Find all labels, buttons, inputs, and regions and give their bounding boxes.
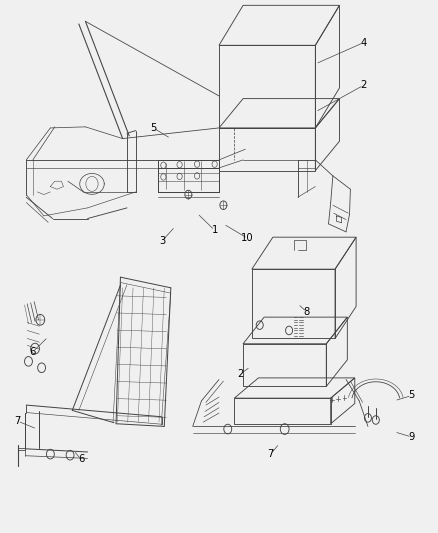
Text: 3: 3 xyxy=(159,236,165,246)
Text: 2: 2 xyxy=(237,369,243,379)
Text: 6: 6 xyxy=(30,347,36,357)
Text: 8: 8 xyxy=(304,307,310,317)
Text: 4: 4 xyxy=(360,38,367,47)
Text: 10: 10 xyxy=(241,233,254,243)
Text: 5: 5 xyxy=(150,123,156,133)
Text: 2: 2 xyxy=(360,80,367,90)
Text: 5: 5 xyxy=(409,391,415,400)
Text: 7: 7 xyxy=(14,416,21,426)
Text: 7: 7 xyxy=(268,449,274,459)
Text: 6: 6 xyxy=(78,455,84,464)
Text: 1: 1 xyxy=(212,225,218,235)
Text: 9: 9 xyxy=(409,432,415,442)
